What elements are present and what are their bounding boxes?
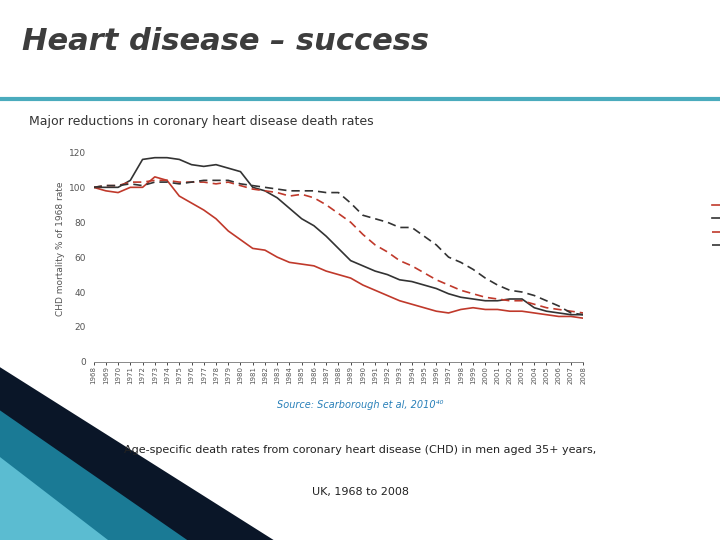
Text: Source: Scarborough et al, 2010⁴⁰: Source: Scarborough et al, 2010⁴⁰ bbox=[276, 400, 444, 410]
Y-axis label: CHD mortality % of 1968 rate: CHD mortality % of 1968 rate bbox=[55, 181, 65, 316]
Text: Major reductions in coronary heart disease death rates: Major reductions in coronary heart disea… bbox=[29, 115, 374, 128]
Text: UK, 1968 to 2008: UK, 1968 to 2008 bbox=[312, 487, 408, 497]
Text: Age-specific death rates from coronary heart disease (CHD) in men aged 35+ years: Age-specific death rates from coronary h… bbox=[124, 445, 596, 455]
Polygon shape bbox=[0, 457, 108, 540]
Text: Heart disease – success: Heart disease – success bbox=[22, 26, 428, 56]
Polygon shape bbox=[0, 410, 187, 540]
Polygon shape bbox=[0, 367, 274, 540]
Legend: 35-44, 45-54, 55-64, 65-74: 35-44, 45-54, 55-64, 65-74 bbox=[708, 197, 720, 254]
